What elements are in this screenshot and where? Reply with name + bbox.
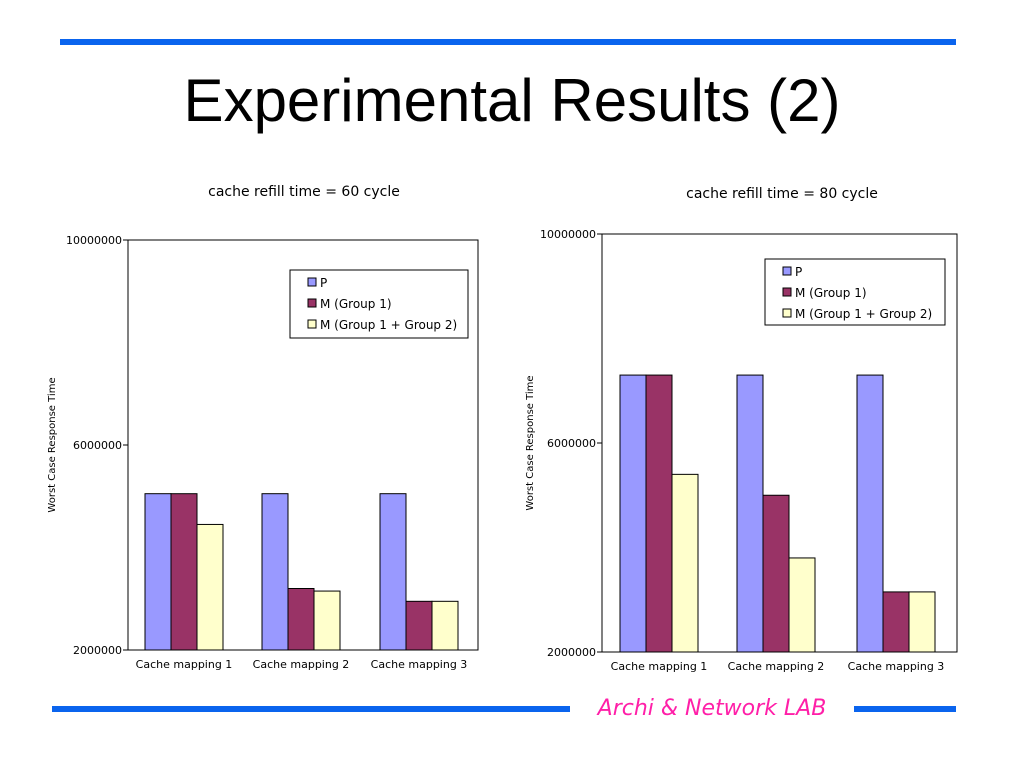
y-tick-label: 6000000: [547, 437, 596, 450]
top-rule: [60, 39, 956, 45]
y-tick-label: 10000000: [540, 228, 596, 241]
legend-swatch: [782, 287, 792, 297]
footer-lab-name: Archi & Network LAB: [597, 696, 827, 721]
bar: [431, 600, 459, 651]
legend-swatch: [307, 298, 317, 308]
bar: [196, 523, 224, 651]
bar: [762, 494, 790, 653]
y-tick-label: 6000000: [73, 439, 122, 452]
bar: [882, 591, 910, 653]
bar: [856, 374, 884, 653]
y-tick-label: 2000000: [73, 644, 122, 657]
legend-label: M (Group 1): [320, 297, 392, 311]
bar: [261, 493, 289, 651]
legend-swatch: [782, 266, 792, 276]
legend-swatch: [307, 319, 317, 329]
legend-label: M (Group 1): [795, 286, 867, 300]
x-tick-label: Cache mapping 3: [371, 658, 468, 671]
x-tick-label: Cache mapping 1: [136, 658, 233, 671]
legend-label: M (Group 1 + Group 2): [795, 307, 932, 321]
bar: [170, 493, 198, 651]
bar: [908, 591, 936, 653]
x-tick-label: Cache mapping 1: [611, 660, 708, 673]
legend-label: M (Group 1 + Group 2): [320, 318, 457, 332]
bar: [144, 493, 172, 651]
bar: [287, 588, 315, 651]
bar: [788, 557, 816, 653]
legend-box: [764, 258, 946, 326]
legend-swatch: [782, 308, 792, 318]
x-tick-label: Cache mapping 2: [253, 658, 350, 671]
legend-label: P: [795, 265, 802, 279]
bar: [671, 473, 699, 653]
bar: [313, 590, 341, 651]
bar: [619, 374, 647, 653]
x-tick-label: Cache mapping 2: [728, 660, 825, 673]
bar: [379, 493, 407, 651]
y-axis-label: Worst Case Response Time: [47, 377, 58, 512]
bar: [736, 374, 764, 653]
legend-swatch: [307, 277, 317, 287]
chart-title: cache refill time = 80 cycle: [686, 186, 878, 202]
slide-title: Experimental Results (2): [183, 67, 841, 134]
footer-rule-left: [52, 706, 570, 712]
footer-rule-right: [854, 706, 956, 712]
bar: [645, 374, 673, 653]
x-tick-label: Cache mapping 3: [848, 660, 945, 673]
y-axis-label: Worst Case Response Time: [525, 375, 536, 510]
y-tick-label: 2000000: [547, 646, 596, 659]
legend-box: [289, 269, 469, 339]
bar: [405, 600, 433, 651]
legend-label: P: [320, 276, 327, 290]
y-tick-label: 10000000: [66, 234, 122, 247]
chart-title: cache refill time = 60 cycle: [208, 184, 400, 200]
